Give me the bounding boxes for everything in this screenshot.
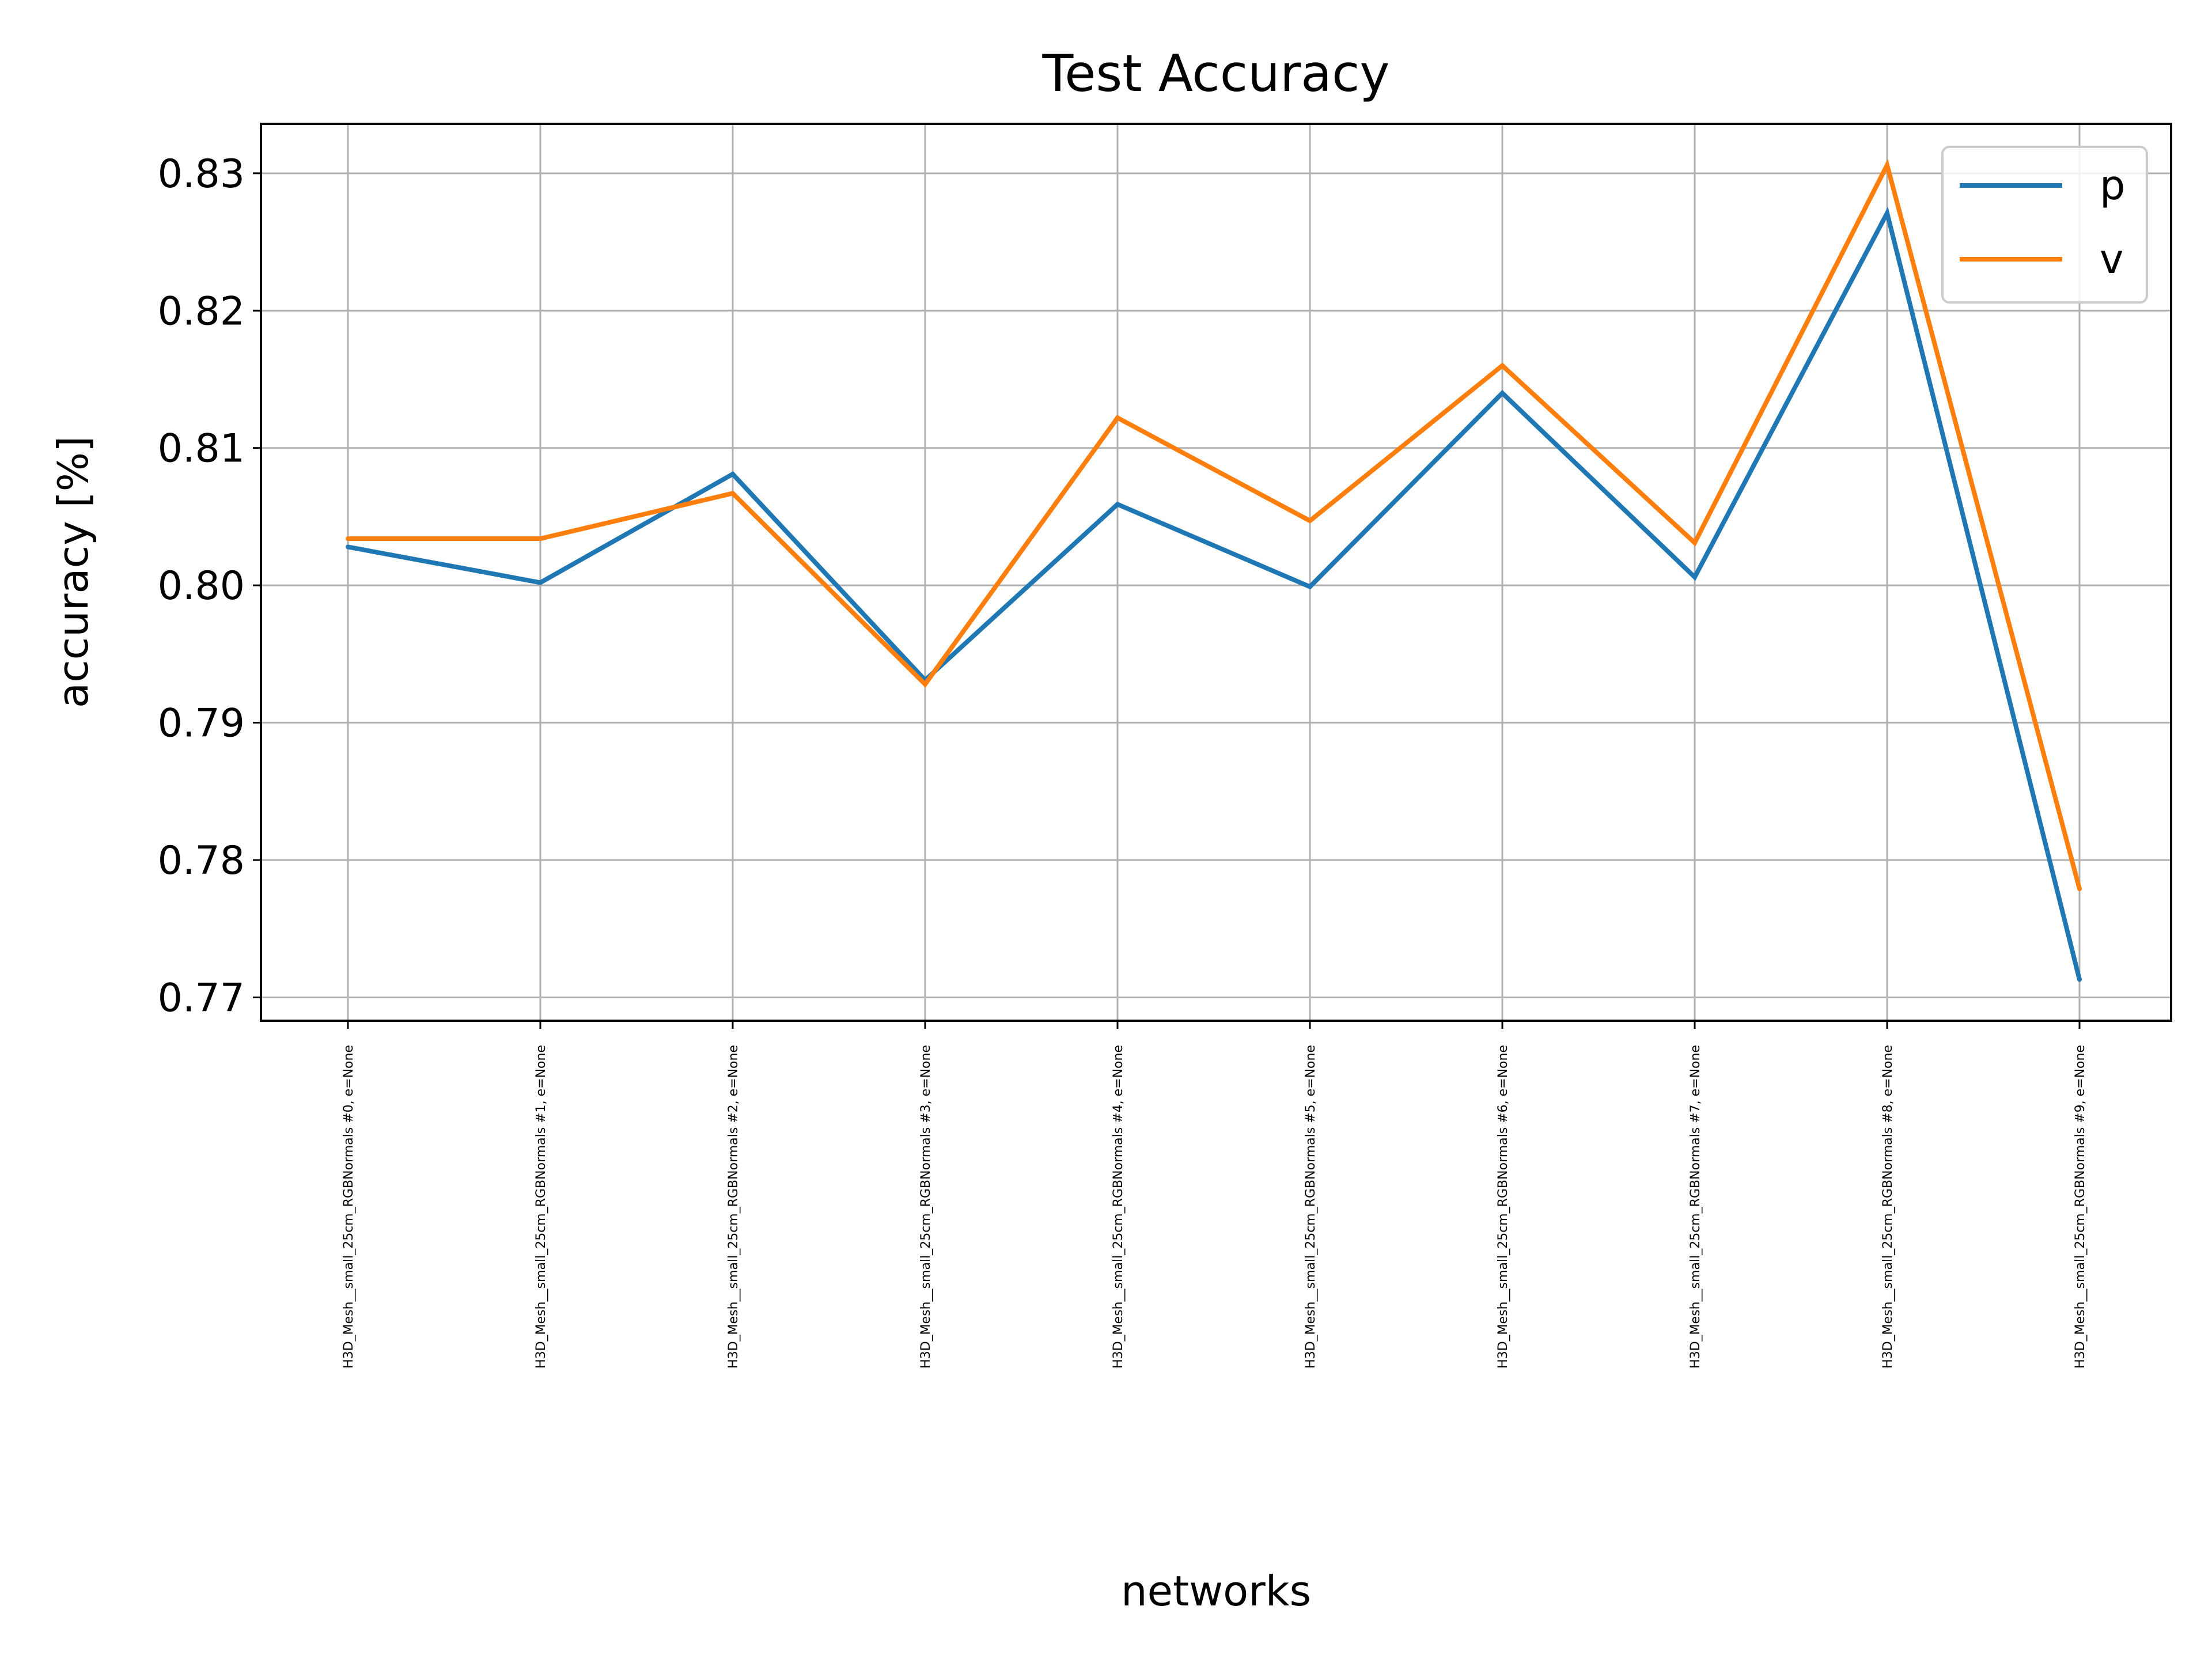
x-axis-label: networks (1121, 1567, 1311, 1615)
y-tick-label: 0.83 (158, 151, 245, 197)
data-point-v (1308, 518, 1312, 524)
legend: pv (1941, 146, 2148, 304)
x-tick-label: H3D_Mesh__small_25cm_RGBNormals #3, e=No… (919, 1045, 933, 1369)
data-point-p (346, 544, 350, 550)
data-point-v (1692, 540, 1697, 546)
data-point-v (538, 536, 543, 541)
data-point-v (730, 491, 735, 496)
y-tick-label: 0.79 (158, 701, 245, 747)
y-tick-label: 0.80 (158, 563, 245, 609)
y-tick-label: 0.77 (158, 975, 245, 1021)
x-tick-label: H3D_Mesh__small_25cm_RGBNormals #8, e=No… (1881, 1045, 1895, 1369)
data-point-v (923, 681, 927, 687)
y-tick-label: 0.78 (158, 838, 245, 884)
plot-frame (260, 123, 2172, 1022)
series-line-p (347, 206, 2082, 980)
x-tick-label: H3D_Mesh__small_25cm_RGBNormals #4, e=No… (1111, 1045, 1126, 1369)
x-tick-label: H3D_Mesh__small_25cm_RGBNormals #2, e=No… (726, 1045, 741, 1369)
series-lines (346, 158, 2082, 982)
series-line-v (348, 158, 2082, 890)
y-axis-label: accuracy [%] (49, 436, 97, 708)
x-tick-label: H3D_Mesh__small_25cm_RGBNormals #7, e=No… (1688, 1045, 1703, 1369)
data-point-p (1308, 584, 1312, 589)
data-point-p (1115, 502, 1120, 507)
data-point-v (1885, 162, 1889, 168)
x-tick-label: H3D_Mesh__small_25cm_RGBNormals #6, e=No… (1496, 1045, 1510, 1369)
legend-label-v: v (2100, 236, 2123, 283)
data-point-p (2077, 977, 2082, 982)
x-tick-label: H3D_Mesh__small_25cm_RGBNormals #1, e=No… (534, 1045, 548, 1369)
chart-title: Test Accuracy (1041, 44, 1389, 103)
x-axis-ticks: H3D_Mesh__small_25cm_RGBNormals #0, e=No… (342, 1021, 2088, 1369)
x-tick-label: H3D_Mesh__small_25cm_RGBNormals #5, e=No… (1304, 1045, 1318, 1369)
data-point-p (538, 580, 543, 585)
y-axis-ticks: 0.77 0.78 0.79 0.80 0.81 0.82 0.83 (158, 151, 261, 1021)
data-point-v (2077, 887, 2082, 892)
data-point-p (730, 472, 735, 477)
data-point-p (1692, 574, 1697, 579)
data-point-v (346, 536, 350, 541)
x-tick-label: H3D_Mesh__small_25cm_RGBNormals #0, e=No… (342, 1045, 356, 1369)
grid (261, 124, 2171, 1021)
data-point-p (1885, 210, 1889, 215)
x-tick-label: H3D_Mesh__small_25cm_RGBNormals #9, e=No… (2073, 1045, 2088, 1369)
y-tick-label: 0.82 (158, 289, 245, 334)
legend-label-p: p (2100, 162, 2125, 209)
data-point-v (1500, 363, 1505, 368)
y-tick-label: 0.81 (158, 426, 245, 472)
data-point-p (1500, 391, 1505, 396)
data-point-v (1115, 415, 1120, 421)
